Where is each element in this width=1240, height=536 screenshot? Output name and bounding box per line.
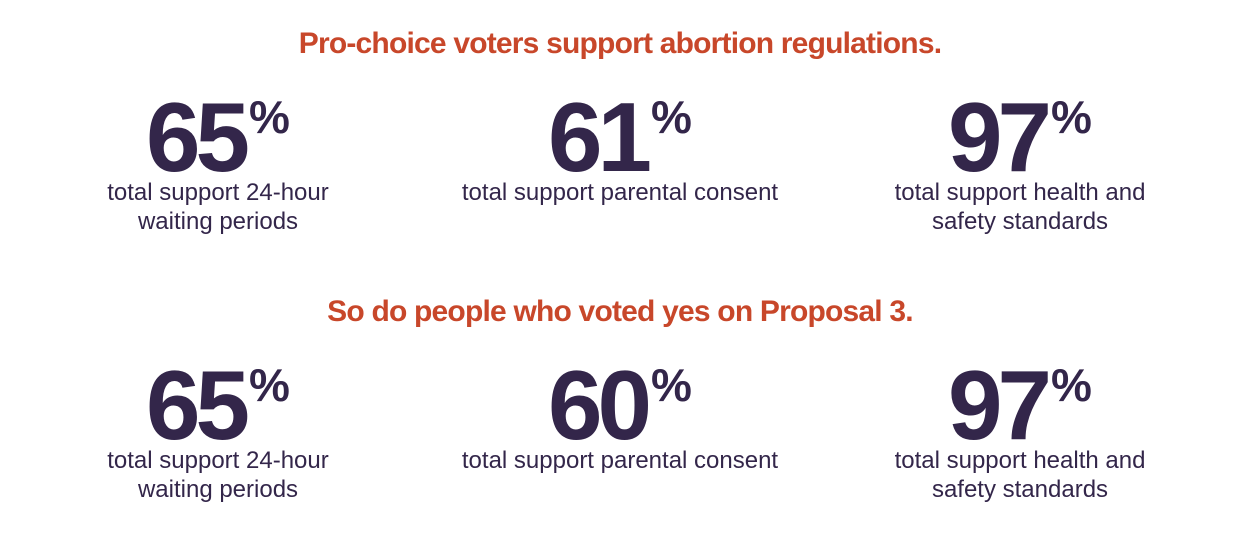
stat-number: 65% (146, 356, 290, 454)
stat: 65% total support 24-hour waiting periods (28, 88, 408, 236)
stat: 60% total support parental consent (430, 356, 810, 475)
stat-unit: % (651, 359, 692, 411)
stat-label: total support parental consent (430, 178, 810, 207)
stat-unit: % (651, 91, 692, 143)
stat-label-line: safety standards (931, 208, 1109, 235)
stat-label-line: total support health and (894, 179, 1146, 206)
stat-label: total support parental consent (430, 446, 810, 475)
stat-unit: % (1051, 91, 1092, 143)
stat-label: total support health and safety standards (830, 178, 1210, 236)
section-title: Pro-choice voters support abortion regul… (298, 27, 942, 60)
stat-value: 97 (948, 82, 1052, 192)
stat-label-line: total support health and (894, 447, 1146, 474)
stat-number: 60% (548, 356, 692, 454)
stat-number: 65% (146, 88, 290, 186)
stat-unit: % (249, 91, 290, 143)
stat-label: total support 24-hour waiting periods (28, 446, 408, 504)
stat-value: 65 (146, 82, 250, 192)
stat-label-line: total support 24-hour (107, 179, 329, 206)
stat-unit: % (249, 359, 290, 411)
stat: 65% total support 24-hour waiting periods (28, 356, 408, 504)
stat-label-line: total support parental consent (461, 447, 779, 474)
stat-label-line: total support 24-hour (107, 447, 329, 474)
stat: 97% total support health and safety standa… (830, 356, 1210, 504)
stat: 61% total support parental consent (430, 88, 810, 207)
stat-label-line: waiting periods (137, 476, 299, 503)
stat-value: 97 (948, 350, 1052, 460)
stat-label: total support 24-hour waiting periods (28, 178, 408, 236)
stat-value: 61 (548, 82, 652, 192)
stat-value: 65 (146, 350, 250, 460)
stat-number: 97% (948, 88, 1092, 186)
stat-value: 60 (548, 350, 652, 460)
section-title: So do people who voted yes on Proposal 3… (327, 295, 913, 328)
stat-number: 61% (548, 88, 692, 186)
stat-label-line: safety standards (931, 476, 1109, 503)
stat-label-line: waiting periods (137, 208, 299, 235)
stat-label-line: total support parental consent (461, 179, 779, 206)
stat-unit: % (1051, 359, 1092, 411)
stat-label: total support health and safety standards (830, 446, 1210, 504)
stat: 97% total support health and safety standa… (830, 88, 1210, 236)
stat-number: 97% (948, 356, 1092, 454)
